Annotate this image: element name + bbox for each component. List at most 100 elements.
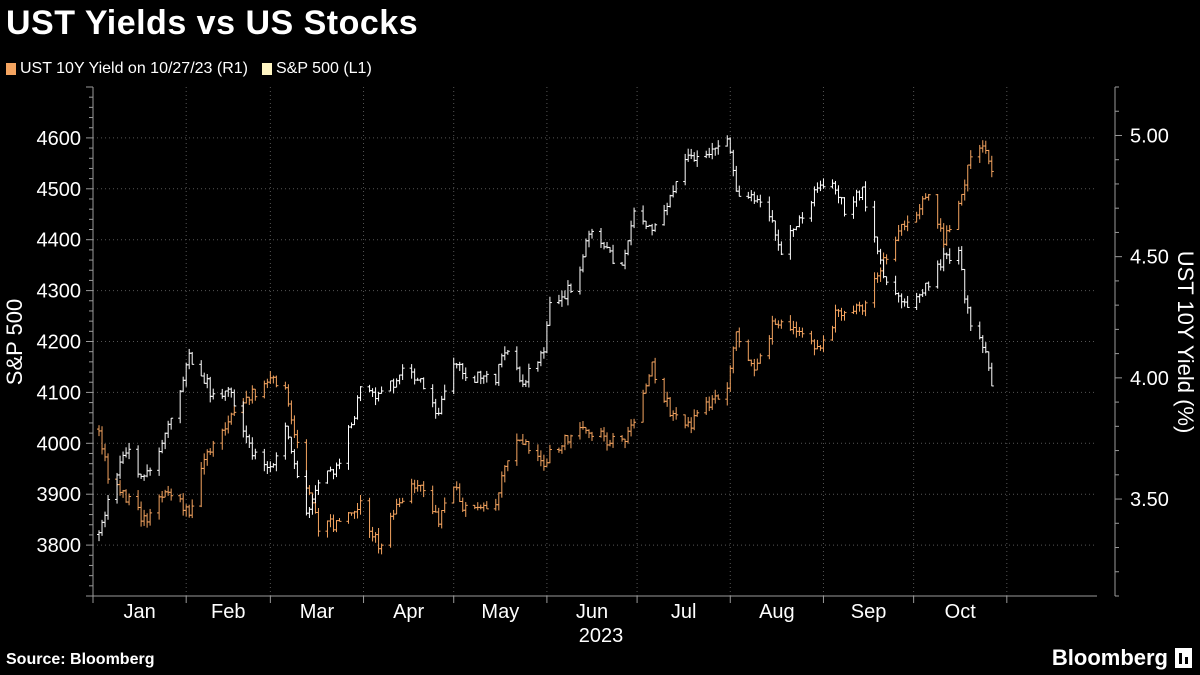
spx-ohlc-bar — [794, 226, 799, 231]
yield-ohlc-bar — [965, 164, 970, 192]
spx-ohlc-bar — [731, 149, 736, 177]
spx-ohlc-bar — [124, 447, 129, 458]
spx-ohlc-bar — [938, 259, 943, 271]
yield-ohlc-bar — [899, 223, 904, 236]
spx-ohlc-bar — [127, 442, 132, 460]
yield-ohlc-bar — [692, 409, 697, 431]
spx-ohlc-bar — [668, 194, 673, 208]
spx-ohlc-bar — [989, 362, 994, 387]
yield-ohlc-bar — [704, 397, 709, 415]
yield-ohlc-bar — [439, 510, 444, 529]
yield-ohlc-bar — [541, 454, 546, 471]
yield-ohlc-bar — [746, 339, 751, 362]
left-axis-tick-label: 4100 — [37, 382, 82, 404]
yield-ohlc-bar — [623, 438, 628, 449]
left-axis-tick-label: 4400 — [37, 230, 82, 252]
spx-ohlc-bar — [914, 292, 919, 310]
yield-ohlc-bar — [710, 395, 715, 410]
spx-ohlc-bar — [896, 292, 901, 303]
spx-ohlc-bar — [274, 452, 279, 472]
spx-ohlc-bar — [421, 377, 426, 390]
yield-ohlc-bar — [755, 358, 760, 371]
spx-ohlc-bar — [713, 147, 718, 156]
yield-ohlc-bar — [232, 405, 237, 416]
yield-ohlc-bar — [580, 421, 585, 430]
spx-ohlc-bar — [205, 373, 210, 389]
spx-ohlc-bar — [977, 321, 982, 340]
spx-ohlc-bar — [355, 395, 360, 420]
spx-ohlc-bar — [304, 470, 309, 516]
spx-ohlc-bar — [956, 246, 961, 265]
yield-ohlc-bar — [605, 432, 610, 451]
spx-ohlc-bar — [556, 294, 561, 305]
yield-ohlc-bar — [800, 327, 805, 338]
spx-ohlc-bar — [409, 364, 414, 379]
yield-ohlc-bar — [202, 453, 207, 475]
yield-ohlc-bar — [713, 389, 718, 404]
spx-ohlc-bar — [484, 370, 489, 383]
spx-ohlc-bar — [710, 142, 715, 160]
spx-ohlc-bar — [373, 387, 378, 406]
yield-ohlc-bar — [902, 220, 907, 231]
spx-ohlc-bar — [211, 388, 216, 400]
yield-ohlc-bar — [986, 149, 991, 165]
spx-ohlc-bar — [148, 467, 153, 476]
yield-ohlc-bar — [313, 502, 318, 514]
yield-ohlc-bar — [502, 465, 507, 483]
spx-ohlc-bar — [103, 511, 108, 528]
spx-ohlc-bar — [881, 259, 886, 279]
spx-ohlc-bar — [872, 200, 877, 243]
spx-ohlc-bar — [412, 368, 417, 385]
yield-ohlc-bar — [589, 431, 594, 441]
spx-ohlc-bar — [106, 494, 111, 520]
yield-ohlc-bar — [451, 486, 456, 504]
yield-ohlc-bar — [337, 518, 342, 522]
yield-ohlc-bar — [959, 193, 964, 206]
yield-ohlc-bar — [250, 385, 255, 404]
yield-ohlc-bar — [346, 512, 351, 524]
legend-item-spx: S&P 500 (L1) — [262, 60, 372, 78]
yield-ohlc-bar — [274, 375, 279, 388]
spx-ohlc-bar — [451, 357, 456, 395]
yield-ohlc-bar — [367, 497, 372, 538]
yield-ohlc-bar — [947, 225, 952, 233]
yield-ohlc-bar — [388, 512, 393, 548]
yield-ohlc-bar — [106, 453, 111, 484]
yield-ohlc-bar — [286, 384, 291, 407]
yield-ohlc-bar — [653, 357, 658, 384]
yield-ohlc-bar — [127, 493, 132, 506]
spx-ohlc-bar — [346, 425, 351, 470]
spx-ohlc-bar — [208, 376, 213, 403]
spx-ohlc-bar — [472, 375, 477, 383]
legend: UST 10Y Yield on 10/27/23 (R1) S&P 500 (… — [6, 60, 372, 78]
yield-ohlc-bar — [289, 400, 294, 425]
yield-ohlc-bar — [809, 330, 814, 345]
spx-ohlc-bar — [944, 252, 949, 260]
yield-ohlc-bar — [184, 504, 189, 517]
spx-ohlc-bar — [968, 306, 973, 332]
yield-ohlc-bar — [905, 215, 910, 232]
spx-ohlc-bar — [439, 395, 444, 415]
yield-ohlc-bar — [145, 513, 150, 528]
yield-ohlc-bar — [878, 267, 883, 282]
yield-ohlc-bar — [379, 543, 384, 555]
yield-ohlc-bar — [731, 346, 736, 374]
spx-ohlc-bar — [271, 463, 276, 468]
yield-ohlc-bar — [851, 305, 856, 314]
yield-ohlc-bar — [758, 353, 763, 364]
spx-ohlc-bar — [244, 425, 249, 444]
spx-ohlc-bar — [250, 437, 255, 460]
spx-ohlc-bar — [662, 204, 667, 226]
spx-ohlc-bar — [947, 248, 952, 264]
spx-ohlc-bar — [941, 247, 946, 272]
spx-ohlc-bar — [481, 375, 486, 384]
yield-ohlc-bar — [124, 489, 129, 503]
spx-ohlc-bar — [559, 290, 564, 307]
yield-ohlc-bar — [475, 502, 480, 511]
spx-ohlc-bar — [313, 485, 318, 504]
spx-ohlc-bar — [442, 384, 447, 401]
yield-ohlc-bar — [752, 358, 757, 377]
yield-ohlc-bar — [163, 489, 168, 498]
yield-ohlc-bar — [968, 150, 973, 169]
spx-ohlc-bar — [505, 349, 510, 355]
